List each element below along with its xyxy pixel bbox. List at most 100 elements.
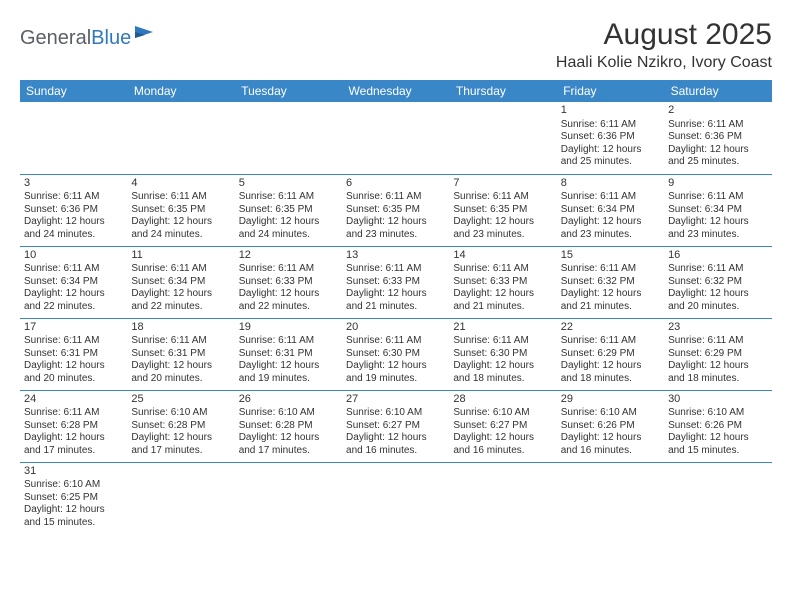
calendar-cell: 2Sunrise: 6:11 AMSunset: 6:36 PMDaylight… — [664, 102, 771, 174]
daylight-text: Daylight: 12 hours — [453, 432, 552, 445]
calendar-row: 31Sunrise: 6:10 AMSunset: 6:25 PMDayligh… — [20, 462, 772, 534]
daylight-text: and 15 minutes. — [668, 445, 767, 458]
day-number: 26 — [239, 393, 338, 407]
sunset-text: Sunset: 6:27 PM — [346, 420, 445, 433]
sunrise-text: Sunrise: 6:10 AM — [453, 407, 552, 420]
daylight-text: Daylight: 12 hours — [453, 288, 552, 301]
sunrise-text: Sunrise: 6:10 AM — [24, 479, 123, 492]
daylight-text: Daylight: 12 hours — [668, 360, 767, 373]
sunrise-text: Sunrise: 6:11 AM — [24, 191, 123, 204]
daylight-text: and 24 minutes. — [239, 229, 338, 242]
calendar-cell: 7Sunrise: 6:11 AMSunset: 6:35 PMDaylight… — [449, 174, 556, 246]
sunrise-text: Sunrise: 6:11 AM — [239, 335, 338, 348]
day-number: 15 — [561, 249, 660, 263]
sunset-text: Sunset: 6:29 PM — [561, 348, 660, 361]
day-number: 23 — [668, 321, 767, 335]
sunset-text: Sunset: 6:30 PM — [453, 348, 552, 361]
sunset-text: Sunset: 6:28 PM — [239, 420, 338, 433]
day-header: Thursday — [449, 80, 556, 102]
daylight-text: and 20 minutes. — [668, 301, 767, 314]
calendar-cell: 1Sunrise: 6:11 AMSunset: 6:36 PMDaylight… — [557, 102, 664, 174]
calendar-cell: 15Sunrise: 6:11 AMSunset: 6:32 PMDayligh… — [557, 246, 664, 318]
logo-text-1: General — [20, 27, 91, 50]
day-header-row: Sunday Monday Tuesday Wednesday Thursday… — [20, 80, 772, 102]
sunset-text: Sunset: 6:35 PM — [239, 204, 338, 217]
day-header: Friday — [557, 80, 664, 102]
sunset-text: Sunset: 6:26 PM — [668, 420, 767, 433]
sunrise-text: Sunrise: 6:11 AM — [561, 191, 660, 204]
daylight-text: Daylight: 12 hours — [668, 144, 767, 157]
sunrise-text: Sunrise: 6:10 AM — [131, 407, 230, 420]
daylight-text: Daylight: 12 hours — [239, 216, 338, 229]
daylight-text: Daylight: 12 hours — [24, 504, 123, 517]
daylight-text: and 19 minutes. — [239, 373, 338, 386]
sunrise-text: Sunrise: 6:11 AM — [453, 263, 552, 276]
sunrise-text: Sunrise: 6:11 AM — [668, 335, 767, 348]
daylight-text: and 22 minutes. — [239, 301, 338, 314]
daylight-text: and 16 minutes. — [561, 445, 660, 458]
sunset-text: Sunset: 6:31 PM — [239, 348, 338, 361]
calendar-cell: 26Sunrise: 6:10 AMSunset: 6:28 PMDayligh… — [235, 390, 342, 462]
calendar-cell: 29Sunrise: 6:10 AMSunset: 6:26 PMDayligh… — [557, 390, 664, 462]
daylight-text: Daylight: 12 hours — [346, 360, 445, 373]
logo-flag-icon — [133, 24, 157, 42]
sunrise-text: Sunrise: 6:11 AM — [453, 335, 552, 348]
daylight-text: and 16 minutes. — [346, 445, 445, 458]
daylight-text: and 22 minutes. — [131, 301, 230, 314]
sunrise-text: Sunrise: 6:11 AM — [668, 263, 767, 276]
daylight-text: Daylight: 12 hours — [668, 216, 767, 229]
day-number: 13 — [346, 249, 445, 263]
day-number: 11 — [131, 249, 230, 263]
daylight-text: and 16 minutes. — [453, 445, 552, 458]
calendar-cell — [20, 102, 127, 174]
sunset-text: Sunset: 6:35 PM — [453, 204, 552, 217]
sunset-text: Sunset: 6:26 PM — [561, 420, 660, 433]
daylight-text: Daylight: 12 hours — [561, 216, 660, 229]
sunset-text: Sunset: 6:36 PM — [561, 131, 660, 144]
sunrise-text: Sunrise: 6:11 AM — [561, 119, 660, 132]
calendar-cell: 14Sunrise: 6:11 AMSunset: 6:33 PMDayligh… — [449, 246, 556, 318]
calendar-cell: 9Sunrise: 6:11 AMSunset: 6:34 PMDaylight… — [664, 174, 771, 246]
daylight-text: and 22 minutes. — [24, 301, 123, 314]
sunrise-text: Sunrise: 6:10 AM — [346, 407, 445, 420]
sunrise-text: Sunrise: 6:11 AM — [24, 263, 123, 276]
daylight-text: Daylight: 12 hours — [131, 216, 230, 229]
sunset-text: Sunset: 6:36 PM — [668, 131, 767, 144]
daylight-text: and 23 minutes. — [668, 229, 767, 242]
calendar-cell: 30Sunrise: 6:10 AMSunset: 6:26 PMDayligh… — [664, 390, 771, 462]
sunrise-text: Sunrise: 6:11 AM — [346, 263, 445, 276]
daylight-text: and 18 minutes. — [561, 373, 660, 386]
day-number: 1 — [561, 104, 660, 118]
day-number: 5 — [239, 177, 338, 191]
day-number: 25 — [131, 393, 230, 407]
sunrise-text: Sunrise: 6:11 AM — [24, 407, 123, 420]
sunset-text: Sunset: 6:33 PM — [346, 276, 445, 289]
daylight-text: Daylight: 12 hours — [561, 432, 660, 445]
sunrise-text: Sunrise: 6:11 AM — [24, 335, 123, 348]
sunrise-text: Sunrise: 6:11 AM — [561, 335, 660, 348]
calendar-cell — [664, 462, 771, 534]
sunset-text: Sunset: 6:35 PM — [346, 204, 445, 217]
daylight-text: and 23 minutes. — [561, 229, 660, 242]
sunset-text: Sunset: 6:32 PM — [561, 276, 660, 289]
daylight-text: Daylight: 12 hours — [453, 216, 552, 229]
day-number: 28 — [453, 393, 552, 407]
sunrise-text: Sunrise: 6:11 AM — [668, 119, 767, 132]
daylight-text: and 24 minutes. — [24, 229, 123, 242]
daylight-text: Daylight: 12 hours — [24, 432, 123, 445]
calendar-row: 17Sunrise: 6:11 AMSunset: 6:31 PMDayligh… — [20, 318, 772, 390]
daylight-text: and 25 minutes. — [668, 156, 767, 169]
day-header: Tuesday — [235, 80, 342, 102]
calendar-cell: 6Sunrise: 6:11 AMSunset: 6:35 PMDaylight… — [342, 174, 449, 246]
calendar-cell: 27Sunrise: 6:10 AMSunset: 6:27 PMDayligh… — [342, 390, 449, 462]
sunrise-text: Sunrise: 6:11 AM — [239, 263, 338, 276]
calendar-cell: 3Sunrise: 6:11 AMSunset: 6:36 PMDaylight… — [20, 174, 127, 246]
sunset-text: Sunset: 6:33 PM — [453, 276, 552, 289]
daylight-text: Daylight: 12 hours — [239, 432, 338, 445]
sunrise-text: Sunrise: 6:11 AM — [239, 191, 338, 204]
calendar-cell: 10Sunrise: 6:11 AMSunset: 6:34 PMDayligh… — [20, 246, 127, 318]
daylight-text: and 20 minutes. — [24, 373, 123, 386]
calendar-cell: 20Sunrise: 6:11 AMSunset: 6:30 PMDayligh… — [342, 318, 449, 390]
sunset-text: Sunset: 6:34 PM — [561, 204, 660, 217]
page-header: GeneralBlue August 2025 Haali Kolie Nzik… — [20, 18, 772, 72]
